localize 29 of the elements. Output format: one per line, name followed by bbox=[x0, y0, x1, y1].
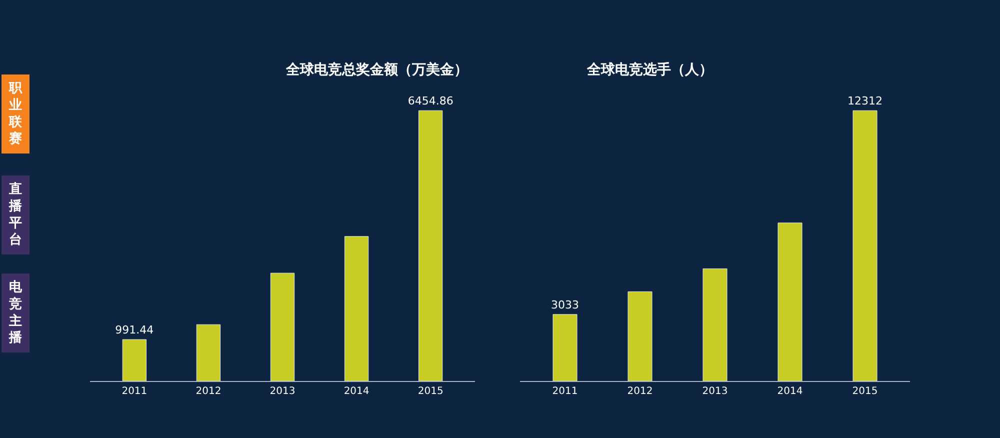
x-tick-label: 2015 bbox=[418, 386, 444, 398]
data-label: 12312 bbox=[848, 94, 882, 108]
bar bbox=[344, 236, 369, 382]
x-tick-label: 2013 bbox=[702, 386, 728, 398]
x-tick-label: 2014 bbox=[344, 386, 370, 398]
text: 职业联赛 bbox=[8, 81, 23, 147]
x-tick-label: 2013 bbox=[270, 386, 296, 398]
x-tick-label: 2011 bbox=[552, 386, 578, 398]
data-label: 6454.86 bbox=[408, 94, 454, 108]
bar bbox=[778, 222, 802, 382]
bar bbox=[418, 110, 443, 382]
x-tick-label: 2012 bbox=[196, 386, 222, 398]
chart-title: 全球电竞总奖金额（万美金） bbox=[285, 61, 468, 78]
x-tick-label: 2015 bbox=[852, 386, 878, 398]
bar bbox=[852, 110, 878, 382]
x-tick-label: 2011 bbox=[122, 386, 148, 398]
bar bbox=[628, 291, 652, 382]
bar bbox=[270, 272, 295, 382]
x-tick-label: 2012 bbox=[627, 386, 653, 398]
data-label: 3033 bbox=[551, 298, 579, 312]
x-tick-label: 2014 bbox=[777, 386, 803, 398]
bar bbox=[702, 268, 728, 382]
text: 电竞主播 bbox=[8, 280, 23, 346]
bar bbox=[196, 324, 221, 382]
bar bbox=[122, 339, 147, 382]
bar bbox=[552, 314, 578, 382]
text: 直播平台 bbox=[8, 182, 23, 248]
chart-title: 全球电竞选手（人） bbox=[586, 61, 713, 78]
data-label: 991.44 bbox=[115, 324, 154, 337]
